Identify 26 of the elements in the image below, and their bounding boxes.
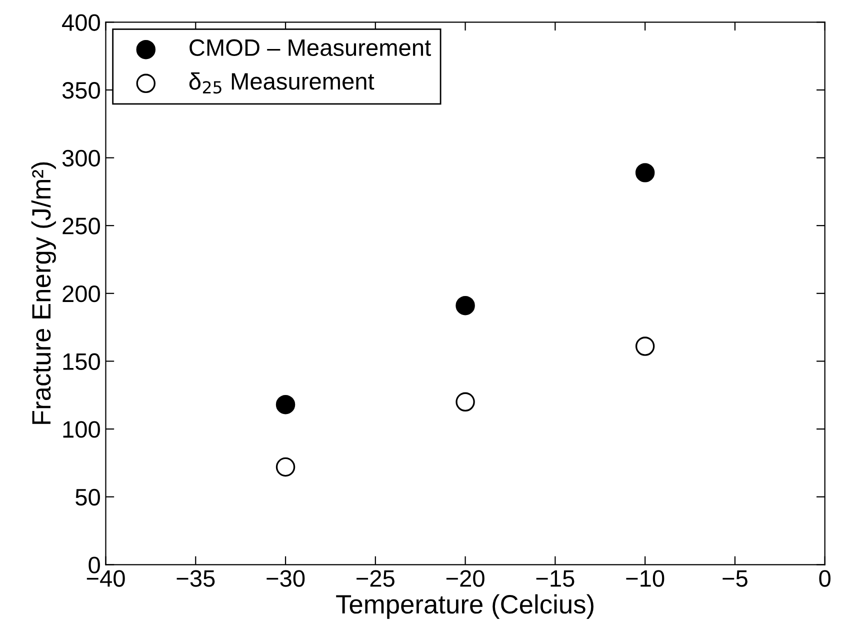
point xyxy=(456,296,475,316)
x-tick-label: −25 xyxy=(356,570,394,587)
point xyxy=(635,163,655,182)
y-axis-title: Fracture Energy (J/m²) xyxy=(31,162,56,424)
y-tick-label: 100 xyxy=(63,421,100,438)
x-tick-label: −10 xyxy=(626,570,664,587)
x-tick-label: −30 xyxy=(266,570,305,587)
y-tick-label: 250 xyxy=(62,218,100,234)
y-tick-label: 50 xyxy=(76,488,100,506)
point xyxy=(456,392,475,412)
x-tick-label: −5 xyxy=(722,570,748,587)
legend-label: δ$_{25}$ Measurement xyxy=(189,72,374,94)
point xyxy=(635,336,655,356)
x-tick-label: −20 xyxy=(446,570,484,587)
legend-label: CMOD – Measurement xyxy=(190,39,431,56)
point xyxy=(276,394,296,414)
y-tick-label: 400 xyxy=(62,14,100,31)
y-tick-label: 300 xyxy=(62,150,100,167)
point xyxy=(276,457,296,477)
x-tick-label: −15 xyxy=(536,570,574,587)
x-tick-label: −35 xyxy=(176,570,215,587)
y-tick-label: 350 xyxy=(62,82,100,99)
x-tick-label: 0 xyxy=(819,570,830,587)
x-axis-title: Temperature (Celcius) xyxy=(336,594,594,619)
y-tick-label: 150 xyxy=(63,353,100,370)
y-tick-label: 200 xyxy=(62,285,100,302)
